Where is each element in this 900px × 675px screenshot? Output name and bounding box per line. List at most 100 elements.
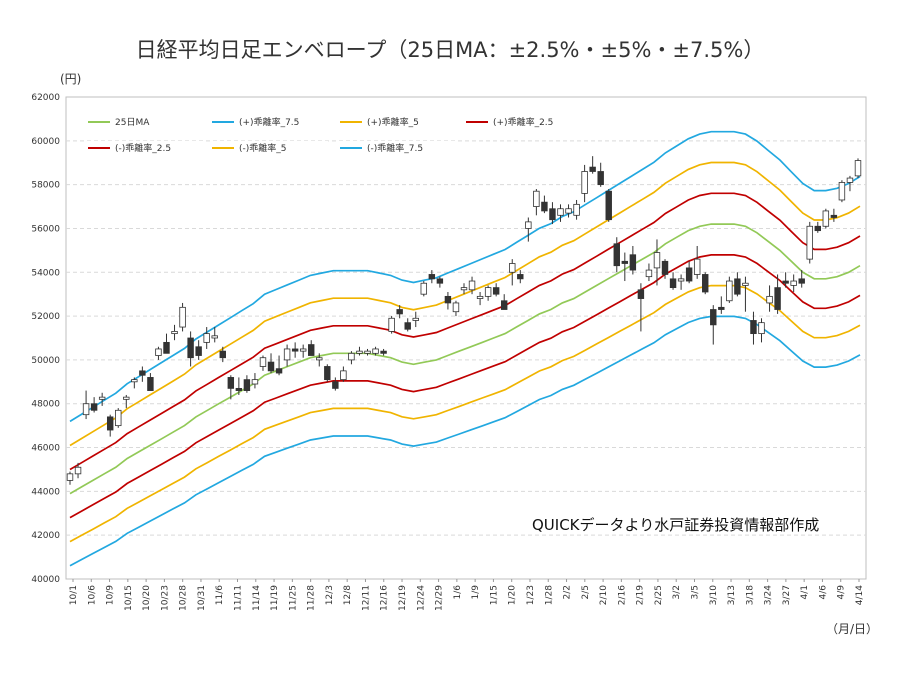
legend-label: (-)乖離率_5	[239, 142, 287, 154]
candle-body	[404, 322, 411, 330]
candle-body	[195, 346, 202, 356]
candle-body	[766, 295, 773, 304]
candle-body	[621, 260, 629, 264]
legend-label: (-)乖離率_2.5	[115, 142, 171, 154]
candle-body	[790, 280, 797, 286]
x-tick-label: 12/3	[325, 585, 335, 605]
x-tick-label: 4/6	[818, 585, 828, 600]
source-note: QUICKデータより水戸証券投資情報部作成	[532, 516, 820, 534]
x-tick-label: 10/9	[106, 585, 116, 605]
y-tick-label: 46000	[31, 444, 60, 454]
candle-body	[259, 357, 267, 367]
x-tick-label: 4/1	[800, 585, 810, 599]
legend-item-background	[86, 141, 204, 154]
candle-body	[509, 263, 516, 273]
x-tick-label: 3/27	[782, 585, 792, 605]
candle-body	[669, 278, 677, 289]
candle-body	[484, 287, 492, 297]
candle-body	[758, 322, 765, 335]
band-plus-5-line	[69, 161, 861, 447]
legend-item-background	[210, 115, 328, 128]
candle-body	[227, 377, 235, 389]
candle-body	[685, 267, 693, 282]
x-tick-label: 12/24	[416, 585, 426, 611]
candle-body	[291, 348, 299, 352]
candle-body	[82, 403, 90, 416]
candle-body	[468, 280, 476, 291]
candle-body	[203, 333, 210, 343]
legend-item-background	[464, 115, 582, 128]
candle-body	[661, 260, 669, 275]
x-tick-label: 10/28	[179, 585, 189, 611]
x-tick-label: 2/5	[581, 585, 591, 599]
candle-body	[324, 366, 331, 381]
y-tick-label: 50000	[31, 356, 60, 366]
candle-body	[428, 274, 436, 280]
candle-body	[412, 317, 419, 321]
candle-body	[693, 258, 701, 275]
x-tick-label: 11/25	[288, 585, 298, 611]
candle-body	[750, 320, 757, 335]
candle-body	[163, 341, 170, 354]
x-tick-label: 3/5	[690, 585, 700, 599]
candle-body	[702, 274, 709, 293]
candle-body	[525, 221, 532, 229]
candle-body	[589, 166, 596, 172]
legend-label: (-)乖離率_7.5	[367, 142, 423, 154]
candle-body	[677, 278, 685, 282]
candle-body	[420, 282, 428, 295]
candle-body	[854, 160, 862, 177]
y-tick-label: 48000	[31, 400, 60, 410]
candle-body	[573, 203, 580, 216]
candle-body	[340, 370, 347, 381]
y-tick-label: 40000	[31, 575, 60, 585]
candle-body	[123, 396, 130, 400]
candle-body	[581, 171, 588, 194]
band-minus-7-5-line	[69, 315, 861, 567]
x-tick-label: 3/10	[709, 585, 719, 605]
y-tick-label: 52000	[31, 312, 60, 322]
candle-body	[500, 300, 508, 310]
x-tick-label: 10/1	[69, 585, 79, 605]
legend-item-background	[338, 141, 456, 154]
x-tick-label: 2/19	[636, 585, 646, 605]
candle-body	[653, 252, 661, 269]
candle-body	[388, 317, 395, 332]
x-tick-label: 2/2	[563, 585, 573, 599]
y-tick-label: 60000	[31, 137, 60, 147]
candle-body	[517, 274, 524, 280]
x-tick-label: 3/24	[764, 585, 774, 605]
candle-body	[147, 377, 154, 391]
x-tick-label: 1/20	[508, 585, 518, 605]
x-tick-label: 12/16	[380, 585, 390, 611]
candle-body	[718, 306, 725, 310]
candle-body	[444, 295, 452, 304]
x-tick-label: 12/19	[398, 585, 408, 611]
x-tick-label: 11/11	[234, 585, 244, 611]
candle-body	[452, 302, 460, 313]
candle-body	[613, 243, 620, 267]
x-tick-label: 11/19	[270, 585, 280, 611]
candle-body	[734, 278, 741, 295]
x-tick-label: 12/29	[435, 585, 445, 611]
x-tick-label: 10/15	[124, 585, 134, 611]
x-tick-label: 11/6	[215, 585, 225, 605]
candle-body	[822, 210, 830, 227]
legend-label: (+)乖離率_5	[367, 116, 419, 128]
candle-body	[798, 278, 805, 284]
x-tick-label: 2/16	[617, 585, 627, 605]
x-tick-label: 10/23	[160, 585, 170, 611]
chart-title: 日経平均日足エンベロープ（25日MA：±2.5%・±5%・±7.5%）	[135, 38, 765, 62]
x-tick-label: 10/20	[142, 585, 152, 611]
candle-body	[66, 473, 74, 481]
candle-body	[557, 208, 564, 216]
legend-item-background	[86, 115, 204, 128]
band-plus-2-5-line	[69, 192, 861, 471]
candle-body	[155, 348, 162, 356]
candle-body	[106, 416, 114, 431]
candle-body	[364, 350, 371, 354]
x-tick-label: 3/2	[672, 585, 682, 599]
candle-body	[171, 331, 178, 335]
x-tick-label: 1/15	[489, 585, 499, 605]
